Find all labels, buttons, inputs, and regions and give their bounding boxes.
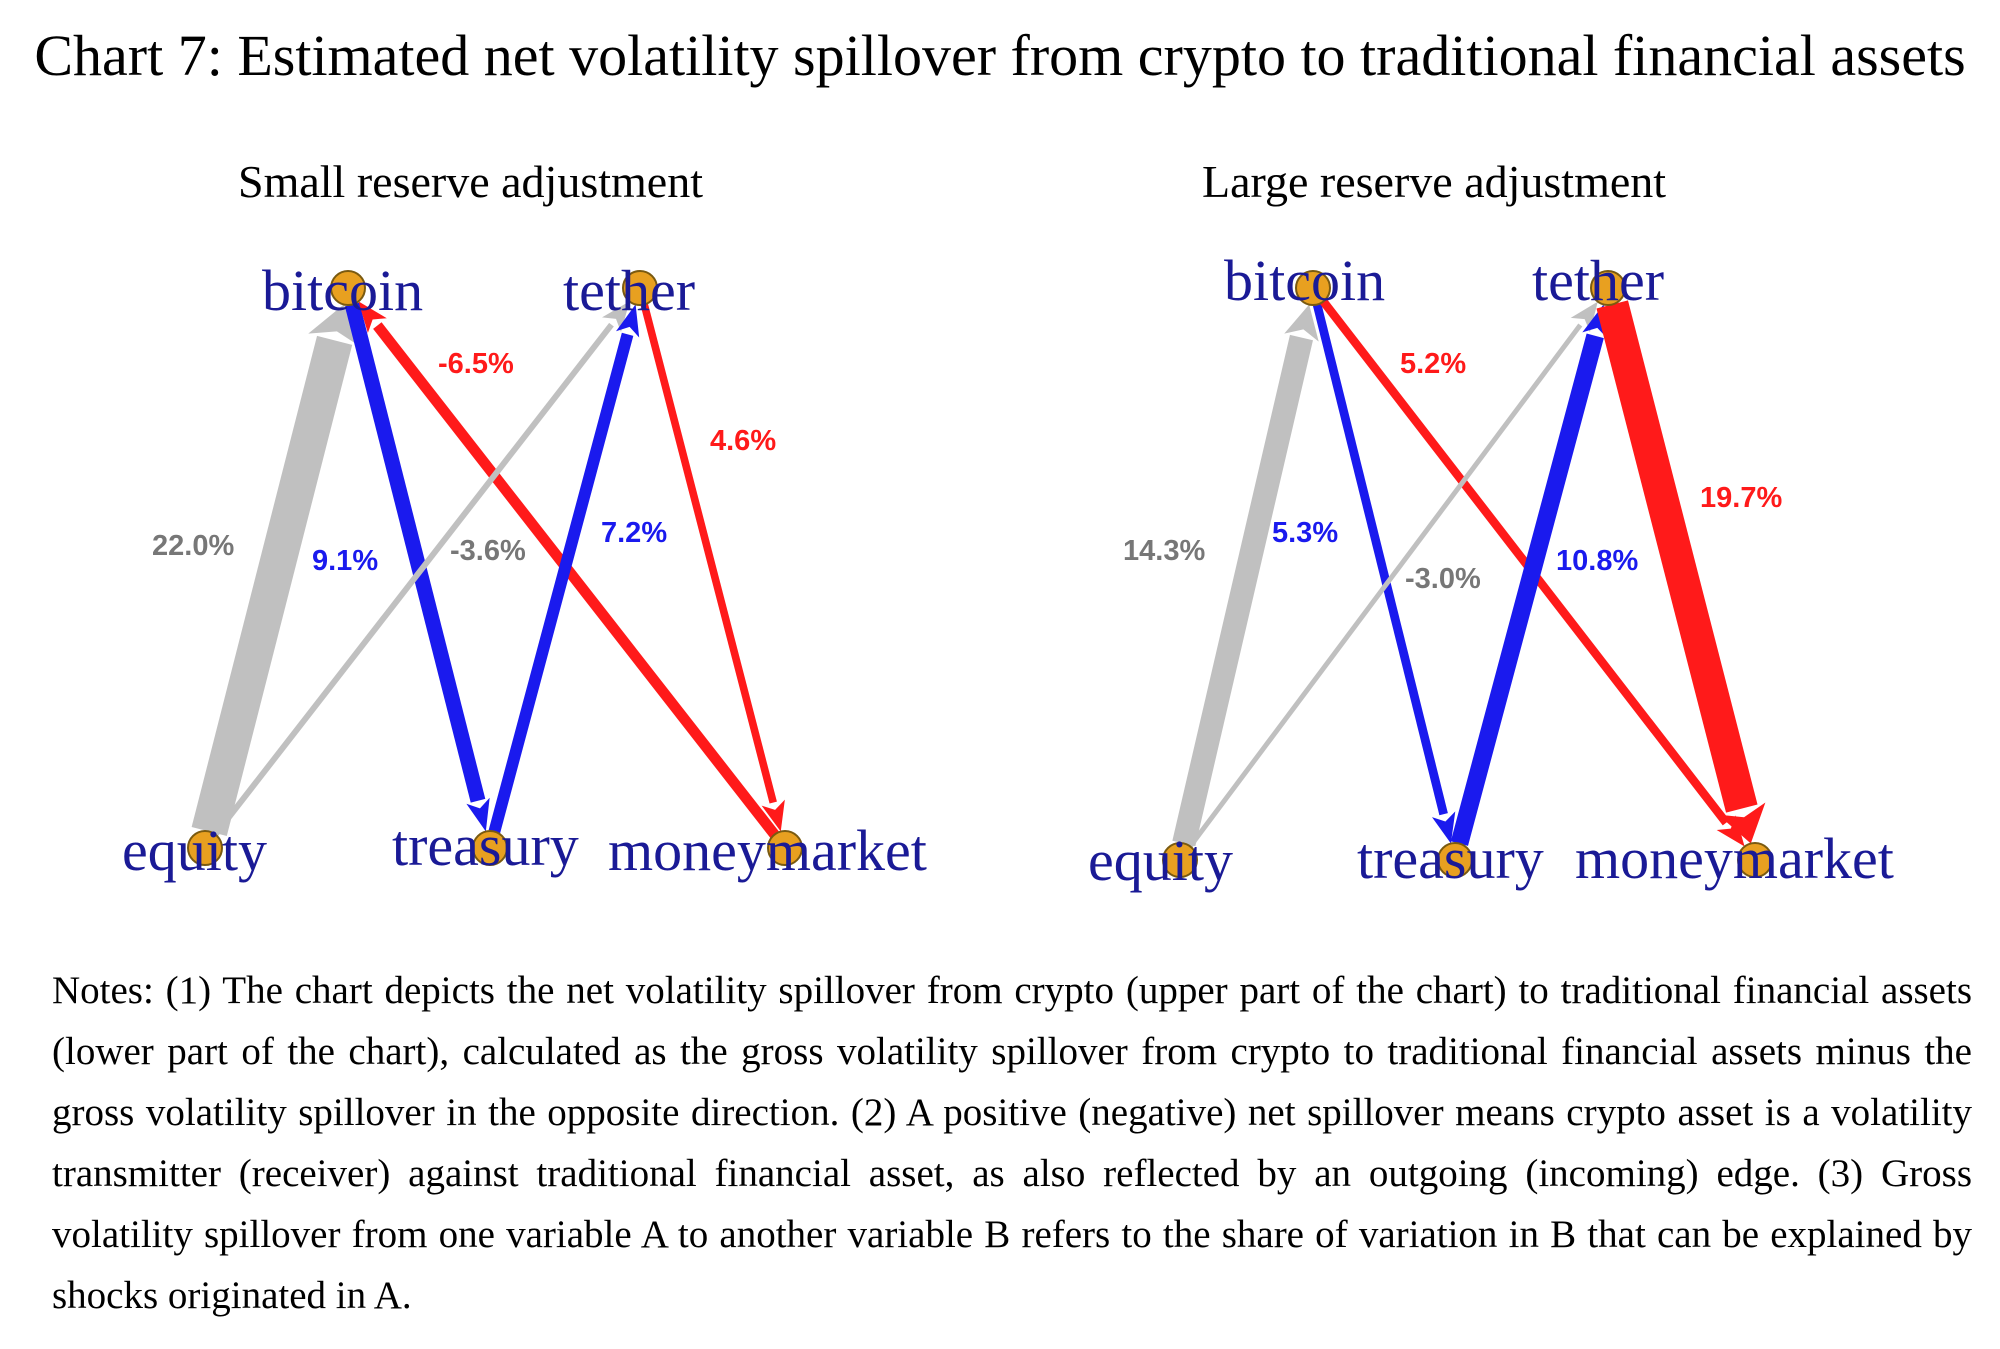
edge-layer — [1172, 298, 1766, 848]
node-label-moneymarket: moneymarket — [608, 818, 927, 883]
node-moneymarket — [1737, 842, 1773, 878]
arrowhead-bitcoin-to-treasury — [1431, 811, 1456, 844]
node-label-bitcoin: bitcoin — [262, 258, 423, 323]
chart-title: Chart 7: Estimated net volatility spillo… — [34, 23, 1966, 88]
panel-title-large-reserve: Large reserve adjustment — [1202, 156, 1667, 207]
node-bitcoin — [330, 270, 366, 306]
edge-label: 14.3% — [1123, 535, 1205, 567]
arrowhead-treasury-to-tether — [615, 304, 640, 338]
edge-treasury-to-tether — [488, 332, 634, 834]
edge-label: 7.2% — [601, 517, 667, 549]
arrowhead-tether-to-moneymarket — [1718, 802, 1766, 844]
edge-layer — [191, 301, 785, 838]
label-layer: 14.3% 5.3% 5.2% -3.0% 10.8% 19.7% bitcoin tethe… — [1088, 248, 1894, 893]
node-label-equity: equity — [1088, 828, 1233, 893]
edge-tether-to-moneymarket — [1596, 300, 1758, 813]
edge-treasury-to-tether — [1450, 333, 1604, 846]
edge-label: 19.7% — [1700, 482, 1782, 514]
edge-label: -6.5% — [438, 348, 514, 380]
spillover-network-diagram: 22.0% 9.1% -6.5% -3.6% 7.2% 4.6% bitcoin tether… — [122, 248, 1894, 893]
edge-bitcoin-to-treasury — [1312, 303, 1448, 816]
edge-label: 10.8% — [1556, 545, 1638, 577]
edge-label: 5.2% — [1400, 348, 1466, 380]
node-bitcoin — [1295, 270, 1331, 306]
arrowhead-moneymarket-to-bitcoin — [358, 301, 387, 333]
node-label-moneymarket: moneymarket — [1575, 826, 1894, 891]
edge-equity-to-bitcoin — [191, 335, 353, 837]
node-layer — [1162, 270, 1773, 878]
node-moneymarket — [767, 830, 803, 866]
edge-label: -3.6% — [450, 535, 526, 567]
node-label-tether: tether — [1532, 248, 1664, 313]
node-label-equity: equity — [122, 818, 267, 883]
node-label-treasury: treasury — [1357, 826, 1544, 891]
chart-notes: Notes: (1) The chart depicts the net vol… — [52, 969, 1972, 1317]
edge-bitcoin-to-moneymarket — [1320, 298, 1730, 826]
edge-moneymarket-to-bitcoin — [373, 322, 779, 838]
edge-label: -3.0% — [1405, 563, 1481, 595]
node-treasury — [472, 830, 508, 866]
network-panel-0: 22.0% 9.1% -6.5% -3.6% 7.2% 4.6% bitcoin tether… — [122, 258, 927, 883]
edge-label: 9.1% — [312, 545, 378, 577]
node-label-bitcoin: bitcoin — [1224, 248, 1385, 313]
edge-label: 5.3% — [1272, 517, 1338, 549]
edge-label: 4.6% — [710, 425, 776, 457]
arrowhead-tether-to-moneymarket — [761, 799, 785, 832]
edge-bitcoin-to-treasury — [344, 302, 486, 803]
edge-tether-to-moneymarket — [640, 303, 777, 804]
label-layer: 22.0% 9.1% -6.5% -3.6% 7.2% 4.6% bitcoin tether… — [122, 258, 927, 883]
edge-equity-to-tether — [1188, 323, 1583, 848]
node-equity — [187, 830, 223, 866]
arrowhead-bitcoin-to-treasury — [466, 797, 490, 832]
node-tether — [1590, 270, 1626, 306]
node-label-tether: tether — [563, 258, 695, 323]
node-equity — [1162, 842, 1198, 878]
arrowhead-equity-to-bitcoin — [1284, 304, 1319, 342]
node-treasury — [1437, 842, 1473, 878]
edge-label: 22.0% — [152, 530, 234, 562]
node-label-treasury: treasury — [392, 813, 579, 878]
panel-title-small-reserve: Small reserve adjustment — [238, 156, 703, 207]
network-panel-1: 14.3% 5.3% 5.2% -3.0% 10.8% 19.7% bitcoin tethe… — [1088, 248, 1894, 893]
edge-equity-to-tether — [213, 322, 614, 837]
edge-equity-to-bitcoin — [1172, 334, 1313, 847]
node-tether — [622, 270, 658, 306]
node-layer — [187, 270, 803, 866]
